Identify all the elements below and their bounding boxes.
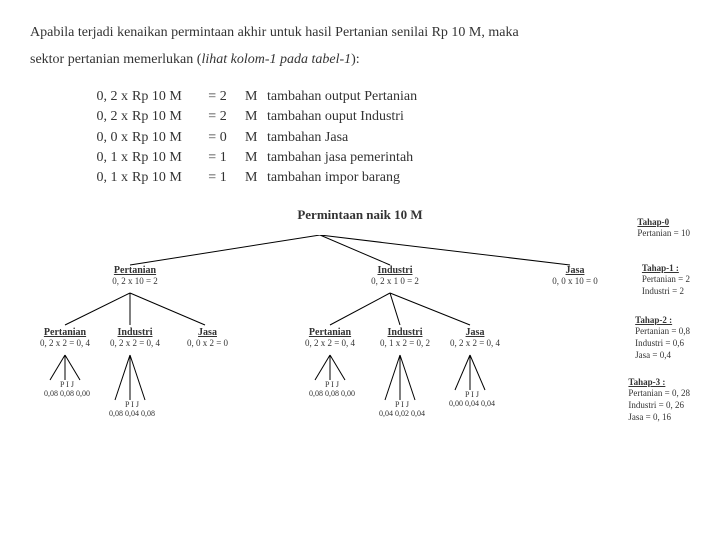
node-jasa-1: Jasa 0, 0 x 10 = 0 bbox=[535, 265, 615, 286]
intro-line2c: ): bbox=[351, 52, 360, 67]
node-l-ind: Industri 0, 2 x 2 = 0, 4 bbox=[100, 327, 170, 348]
leaf-b: P I J 0,08 0,04 0,08 bbox=[97, 400, 167, 418]
tahap-2: Tahap-2 : Pertanian = 0,8 Industri = 0,6… bbox=[635, 315, 690, 362]
table-row: 0, 2 x Rp 10 M = 2 M tambahan output Per… bbox=[80, 87, 690, 107]
intro-text: Apabila terjadi kenaikan permintaan akhi… bbox=[30, 20, 690, 73]
node-r-pert: Pertanian 0, 2 x 2 = 0, 4 bbox=[295, 327, 365, 348]
leaf-c: P I J 0,08 0,08 0,00 bbox=[297, 380, 367, 398]
leaf-d: P I J 0,04 0,02 0,04 bbox=[367, 400, 437, 418]
calculation-table: 0, 2 x Rp 10 M = 2 M tambahan output Per… bbox=[80, 87, 690, 188]
table-row: 0, 2 x Rp 10 M = 2 M tambahan ouput Indu… bbox=[80, 107, 690, 127]
node-l-pert: Pertanian 0, 2 x 2 = 0, 4 bbox=[30, 327, 100, 348]
node-industri-1: Industri 0, 2 x 1 0 = 2 bbox=[355, 265, 435, 286]
node-r-jasa: Jasa 0, 2 x 2 = 0, 4 bbox=[440, 327, 510, 348]
table-row: 0, 1 x Rp 10 M = 1 M tambahan impor bara… bbox=[80, 168, 690, 188]
tree-diagram: Pertanian 0, 2 x 10 = 2 Industri 0, 2 x … bbox=[30, 235, 690, 465]
leaf-e: P I J 0,00 0,04 0,04 bbox=[437, 390, 507, 408]
intro-line2b: lihat kolom-1 pada tabel-1 bbox=[201, 52, 351, 67]
tree-root-title: Permintaan naik 10 M bbox=[30, 207, 690, 223]
tahap-3: Tahap-3 : Pertanian = 0, 28 Industri = 0… bbox=[628, 377, 690, 424]
table-row: 0, 0 x Rp 10 M = 0 M tambahan Jasa bbox=[80, 128, 690, 148]
leaf-a: P I J 0,08 0,08 0,00 bbox=[32, 380, 102, 398]
tahap-1: Tahap-1 : Pertanian = 2 Industri = 2 bbox=[642, 263, 690, 298]
table-row: 0, 1 x Rp 10 M = 1 M tambahan jasa pemer… bbox=[80, 148, 690, 168]
node-l-jasa: Jasa 0, 0 x 2 = 0 bbox=[175, 327, 240, 348]
node-pertanian-1: Pertanian 0, 2 x 10 = 2 bbox=[95, 265, 175, 286]
node-r-ind: Industri 0, 1 x 2 = 0, 2 bbox=[370, 327, 440, 348]
intro-line1: Apabila terjadi kenaikan permintaan akhi… bbox=[30, 25, 519, 40]
intro-line2a: sektor pertanian memerlukan ( bbox=[30, 52, 201, 67]
tahap-0: Tahap-0 Pertanian = 10 bbox=[637, 217, 690, 240]
